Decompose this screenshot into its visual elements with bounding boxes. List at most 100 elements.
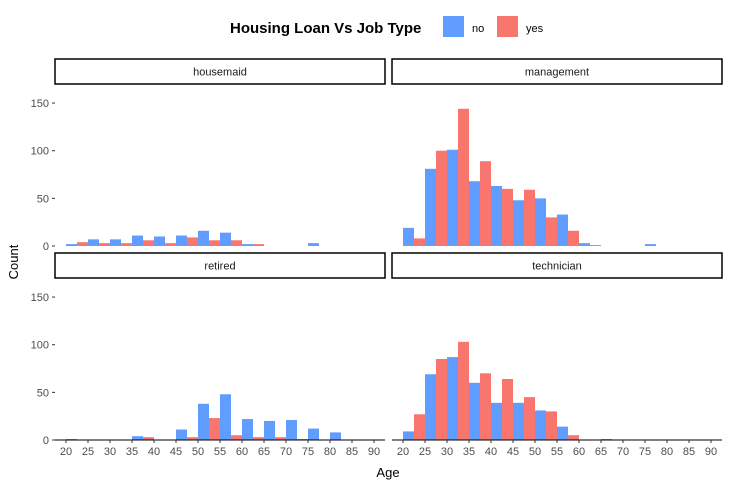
bar-no	[286, 419, 297, 440]
bar-no	[535, 198, 546, 246]
x-tick-label: 90	[368, 446, 380, 458]
x-tick-label: 65	[258, 446, 270, 458]
bar-yes	[480, 161, 491, 246]
x-tick-label: 80	[324, 446, 336, 458]
facet-strip	[391, 58, 723, 85]
x-tick-label: 25	[419, 446, 431, 458]
y-tick-label: 50	[37, 193, 49, 205]
bar-yes	[458, 108, 469, 246]
bar-yes	[568, 435, 579, 440]
bar-yes	[502, 188, 513, 246]
bar-yes	[414, 414, 425, 440]
bar-yes	[187, 237, 198, 246]
bar-no	[469, 181, 480, 246]
x-tick-label: 40	[485, 446, 497, 458]
bar-no	[513, 200, 524, 246]
facet-strip	[54, 252, 386, 279]
bar-no	[557, 426, 568, 440]
bar-no	[154, 236, 165, 246]
facet-label: management	[525, 67, 589, 79]
bar-no	[447, 149, 458, 246]
bar-yes	[99, 243, 110, 246]
bar-yes	[253, 244, 264, 246]
x-tick-label: 70	[280, 446, 292, 458]
bar-no	[66, 244, 77, 246]
bar-yes	[253, 437, 264, 440]
bar-yes	[121, 243, 132, 246]
bar-yes	[436, 359, 447, 440]
bar-yes	[502, 379, 513, 440]
bar-no	[403, 227, 414, 246]
bar-no	[491, 402, 502, 440]
legend-label-no: no	[472, 23, 484, 35]
x-tick-label: 20	[397, 446, 409, 458]
bar-no	[535, 410, 546, 440]
x-tick-label: 45	[507, 446, 519, 458]
y-tick-label: 150	[31, 98, 49, 110]
x-tick-label: 30	[441, 446, 453, 458]
bar-no	[198, 403, 209, 440]
bar-no	[220, 232, 231, 246]
bar-no	[579, 243, 590, 246]
x-tick-label: 50	[192, 446, 204, 458]
bar-yes	[209, 418, 220, 440]
bar-yes	[546, 411, 557, 440]
x-tick-label: 55	[214, 446, 226, 458]
bar-yes	[231, 240, 242, 246]
y-tick-label: 100	[31, 340, 49, 352]
x-tick-label: 90	[705, 446, 717, 458]
bar-no	[242, 244, 253, 246]
bar-no	[176, 429, 187, 440]
legend-title: Housing Loan Vs Job Type	[230, 20, 421, 37]
x-tick-label: 65	[595, 446, 607, 458]
facet-label: retired	[204, 261, 235, 273]
bar-yes	[524, 397, 535, 440]
bar-yes	[414, 238, 425, 246]
x-tick-label: 45	[170, 446, 182, 458]
bar-yes	[143, 437, 154, 440]
x-tick-label: 75	[639, 446, 651, 458]
y-tick-label: 50	[37, 387, 49, 399]
bar-no	[242, 419, 253, 440]
bar-no	[264, 420, 275, 440]
legend-label-yes: yes	[526, 23, 544, 35]
bar-no	[645, 244, 656, 246]
bar-yes	[165, 243, 176, 246]
x-tick-label: 75	[302, 446, 314, 458]
bar-no	[469, 382, 480, 440]
bar-no	[308, 243, 319, 246]
y-tick-label: 0	[43, 241, 49, 253]
bar-no	[176, 235, 187, 246]
facet-strip	[54, 58, 386, 85]
bar-no	[110, 239, 121, 246]
bar-no	[308, 428, 319, 440]
bar-no	[513, 402, 524, 440]
bar-yes	[143, 240, 154, 246]
bar-yes	[568, 230, 579, 246]
x-tick-label: 50	[529, 446, 541, 458]
x-tick-label: 30	[104, 446, 116, 458]
x-tick-label: 25	[82, 446, 94, 458]
x-tick-label: 85	[346, 446, 358, 458]
bar-yes	[77, 242, 88, 246]
x-tick-label: 60	[236, 446, 248, 458]
y-tick-label: 100	[31, 146, 49, 158]
y-tick-label: 0	[43, 435, 49, 447]
bar-no	[425, 374, 436, 440]
bar-no	[132, 235, 143, 246]
bar-yes	[524, 189, 535, 246]
facet-label: technician	[532, 261, 582, 273]
x-tick-label: 35	[126, 446, 138, 458]
x-tick-label: 70	[617, 446, 629, 458]
bar-yes	[187, 437, 198, 440]
facet-strip	[391, 252, 723, 279]
bar-yes	[231, 435, 242, 440]
x-tick-label: 55	[551, 446, 563, 458]
x-tick-label: 85	[683, 446, 695, 458]
x-tick-label: 80	[661, 446, 673, 458]
x-tick-label: 35	[463, 446, 475, 458]
bar-no	[425, 168, 436, 246]
bar-no	[491, 185, 502, 246]
bar-yes	[546, 217, 557, 246]
